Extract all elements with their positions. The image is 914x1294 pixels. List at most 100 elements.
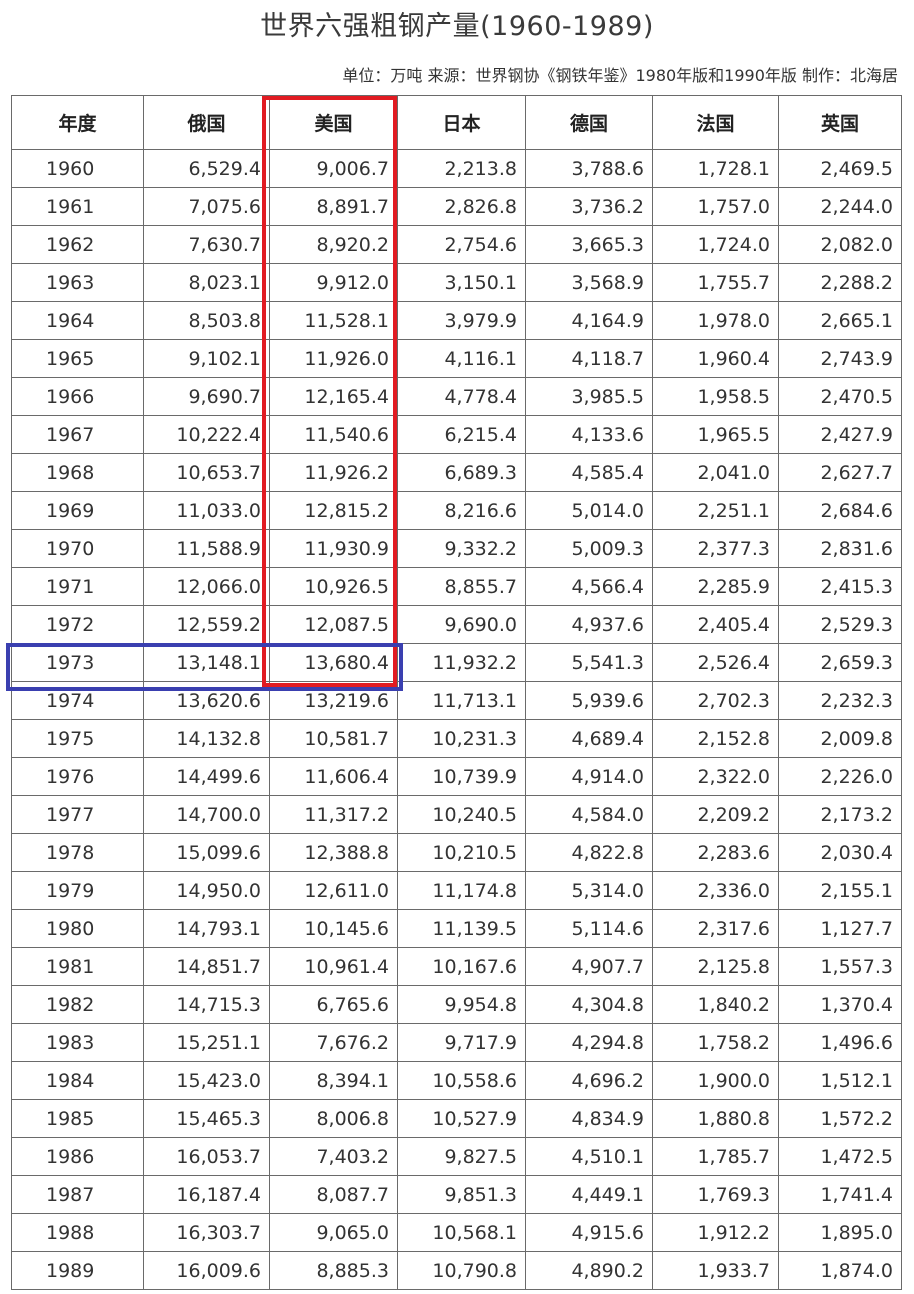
table-row: 1968 10,653.7 11,926.2 6,689.3 4,585.4 2,041.…: [11, 453, 902, 492]
year-cell: 1960: [11, 149, 144, 188]
value-cell: 4,915.6: [525, 1213, 653, 1252]
value-cell: 14,950.0: [143, 871, 270, 910]
column-header: 俄国: [143, 95, 270, 150]
value-cell: 12,087.5: [269, 605, 398, 644]
value-cell: 16,303.7: [143, 1213, 270, 1252]
value-cell: 4,937.6: [525, 605, 653, 644]
value-cell: 5,939.6: [525, 681, 653, 720]
table-row: 1982 14,715.3 6,765.6 9,954.8 4,304.8 1,840.2…: [11, 985, 902, 1024]
value-cell: 12,611.0: [269, 871, 398, 910]
value-cell: 1,933.7: [652, 1251, 779, 1290]
value-cell: 9,954.8: [397, 985, 526, 1024]
value-cell: 2,209.2: [652, 795, 779, 834]
value-cell: 2,665.1: [778, 301, 902, 340]
value-cell: 7,630.7: [143, 225, 270, 264]
year-cell: 1987: [11, 1175, 144, 1214]
value-cell: 8,855.7: [397, 567, 526, 606]
year-cell: 1984: [11, 1061, 144, 1100]
value-cell: 2,082.0: [778, 225, 902, 264]
value-cell: 9,690.7: [143, 377, 270, 416]
value-cell: 9,102.1: [143, 339, 270, 378]
year-cell: 1976: [11, 757, 144, 796]
year-cell: 1971: [11, 567, 144, 606]
value-cell: 2,244.0: [778, 187, 902, 226]
value-cell: 4,914.0: [525, 757, 653, 796]
value-cell: 1,741.4: [778, 1175, 902, 1214]
value-cell: 4,822.8: [525, 833, 653, 872]
value-cell: 4,584.0: [525, 795, 653, 834]
value-cell: 11,932.2: [397, 643, 526, 682]
value-cell: 6,689.3: [397, 453, 526, 492]
year-cell: 1970: [11, 529, 144, 568]
year-cell: 1986: [11, 1137, 144, 1176]
value-cell: 6,765.6: [269, 985, 398, 1024]
value-cell: 9,690.0: [397, 605, 526, 644]
value-cell: 9,851.3: [397, 1175, 526, 1214]
value-cell: 4,118.7: [525, 339, 653, 378]
value-cell: 4,294.8: [525, 1023, 653, 1062]
value-cell: 1,912.2: [652, 1213, 779, 1252]
year-cell: 1975: [11, 719, 144, 758]
value-cell: 4,689.4: [525, 719, 653, 758]
value-cell: 14,851.7: [143, 947, 270, 986]
value-cell: 2,152.8: [652, 719, 779, 758]
value-cell: 2,702.3: [652, 681, 779, 720]
value-cell: 5,541.3: [525, 643, 653, 682]
value-cell: 2,030.4: [778, 833, 902, 872]
value-cell: 1,978.0: [652, 301, 779, 340]
value-cell: 16,187.4: [143, 1175, 270, 1214]
value-cell: 11,540.6: [269, 415, 398, 454]
value-cell: 1,880.8: [652, 1099, 779, 1138]
value-cell: 1,958.5: [652, 377, 779, 416]
value-cell: 1,755.7: [652, 263, 779, 302]
value-cell: 2,529.3: [778, 605, 902, 644]
value-cell: 2,470.5: [778, 377, 902, 416]
table-row: 1961 7,075.6 8,891.7 2,826.8 3,736.2 1,757.0 2…: [11, 187, 902, 226]
year-cell: 1980: [11, 909, 144, 948]
table-subtitle: 单位：万吨 来源：世界钢协《钢铁年鉴》1980年版和1990年版 制作：北海居: [342, 66, 898, 85]
value-cell: 10,790.8: [397, 1251, 526, 1290]
value-cell: 2,155.1: [778, 871, 902, 910]
value-cell: 16,053.7: [143, 1137, 270, 1176]
value-cell: 11,174.8: [397, 871, 526, 910]
column-header: 德国: [525, 95, 653, 150]
value-cell: 8,394.1: [269, 1061, 398, 1100]
value-cell: 3,985.5: [525, 377, 653, 416]
value-cell: 14,132.8: [143, 719, 270, 758]
column-header: 年度: [11, 95, 144, 150]
value-cell: 8,006.8: [269, 1099, 398, 1138]
value-cell: 1,370.4: [778, 985, 902, 1024]
value-cell: 2,405.4: [652, 605, 779, 644]
table-row: 1976 14,499.6 11,606.4 10,739.9 4,914.0 2,322…: [11, 757, 902, 796]
value-cell: 4,585.4: [525, 453, 653, 492]
value-cell: 2,317.6: [652, 909, 779, 948]
year-cell: 1964: [11, 301, 144, 340]
value-cell: 10,558.6: [397, 1061, 526, 1100]
value-cell: 2,322.0: [652, 757, 779, 796]
value-cell: 1,965.5: [652, 415, 779, 454]
value-cell: 1,900.0: [652, 1061, 779, 1100]
value-cell: 1,572.2: [778, 1099, 902, 1138]
value-cell: 2,285.9: [652, 567, 779, 606]
value-cell: 8,503.8: [143, 301, 270, 340]
value-cell: 8,216.6: [397, 491, 526, 530]
year-cell: 1973: [11, 643, 144, 682]
value-cell: 7,676.2: [269, 1023, 398, 1062]
value-cell: 4,907.7: [525, 947, 653, 986]
table-row: 1984 15,423.0 8,394.1 10,558.6 4,696.2 1,900.…: [11, 1061, 902, 1100]
year-cell: 1969: [11, 491, 144, 530]
value-cell: 2,232.3: [778, 681, 902, 720]
value-cell: 2,627.7: [778, 453, 902, 492]
value-cell: 7,075.6: [143, 187, 270, 226]
table-row: 1971 12,066.0 10,926.5 8,855.7 4,566.4 2,285.…: [11, 567, 902, 606]
value-cell: 14,700.0: [143, 795, 270, 834]
value-cell: 11,139.5: [397, 909, 526, 948]
value-cell: 1,728.1: [652, 149, 779, 188]
value-cell: 4,834.9: [525, 1099, 653, 1138]
table-row: 1988 16,303.7 9,065.0 10,568.1 4,915.6 1,912.…: [11, 1213, 902, 1252]
value-cell: 8,087.7: [269, 1175, 398, 1214]
value-cell: 15,423.0: [143, 1061, 270, 1100]
year-cell: 1965: [11, 339, 144, 378]
year-cell: 1983: [11, 1023, 144, 1062]
table-row: 1960 6,529.4 9,006.7 2,213.8 3,788.6 1,728.1 2…: [11, 149, 902, 188]
